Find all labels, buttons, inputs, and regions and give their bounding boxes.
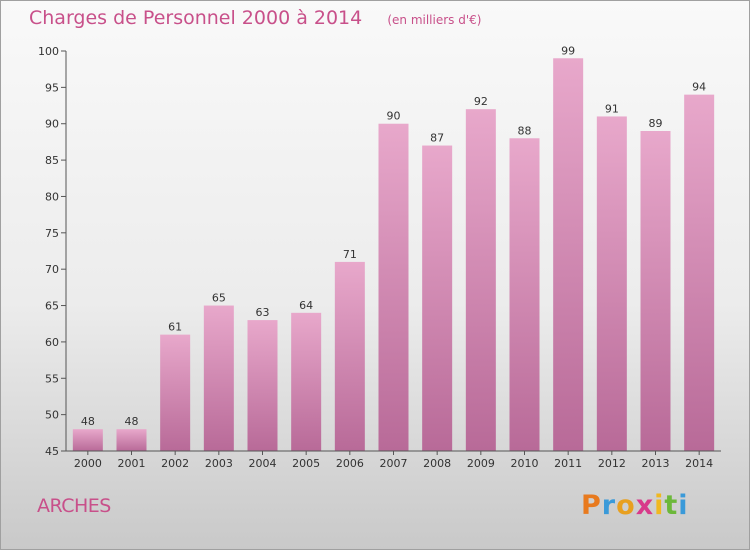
logo-letter: t <box>664 490 679 521</box>
y-tick-label: 70 <box>45 263 59 276</box>
x-tick-label: 2014 <box>685 457 713 470</box>
logo-letter: o <box>616 490 636 521</box>
y-tick-label: 80 <box>45 190 59 203</box>
y-tick-label: 50 <box>45 409 59 422</box>
title-row: Charges de Personnel 2000 à 2014 (en mil… <box>29 7 481 29</box>
bars-group: 48 48 61 65 63 64 71 90 87 92 88 99 91 89 94 <box>72 44 715 452</box>
x-tick-label: 2001 <box>118 457 146 470</box>
y-tick-label: 65 <box>45 300 59 313</box>
y-tick-label: 90 <box>45 118 59 131</box>
bar-2013 <box>640 131 671 451</box>
chart-subtitle: (en milliers d'€) <box>387 13 482 27</box>
logo-letter: x <box>635 490 655 521</box>
bar-2008 <box>422 145 453 451</box>
bar-2007 <box>378 123 409 452</box>
bar-2004 <box>247 320 278 451</box>
x-tick-label: 2011 <box>554 457 582 470</box>
x-tick-label: 2006 <box>336 457 364 470</box>
x-tick-label: 2000 <box>74 457 102 470</box>
x-tick-label: 2004 <box>249 457 277 470</box>
y-tick-label: 45 <box>45 445 59 458</box>
bar-2011 <box>553 58 584 451</box>
y-tick-label: 75 <box>45 227 59 240</box>
proxiti-logo: Proxiti <box>581 490 689 521</box>
commune-name: ARCHES <box>37 495 111 517</box>
logo-letter: i <box>654 490 665 521</box>
bar-2000 <box>72 429 103 451</box>
y-tick-label: 60 <box>45 336 59 349</box>
bar-value-label: 48 <box>81 415 95 428</box>
y-tick-label: 95 <box>45 81 59 94</box>
bar-value-label: 71 <box>343 248 357 261</box>
logo-letter: P <box>581 490 602 521</box>
bar-value-label: 65 <box>212 292 226 305</box>
bar-value-label: 89 <box>649 117 663 130</box>
bar-2001 <box>116 429 147 451</box>
bar-2012 <box>596 116 627 452</box>
logo-letter: i <box>678 490 689 521</box>
bar-value-label: 99 <box>561 44 575 57</box>
x-tick-label: 2008 <box>423 457 451 470</box>
y-tick-label: 55 <box>45 372 59 385</box>
chart-title: Charges de Personnel 2000 à 2014 <box>29 7 363 29</box>
bar-2006 <box>334 261 365 451</box>
x-tick-label: 2007 <box>380 457 408 470</box>
bar-value-label: 87 <box>430 132 444 145</box>
bar-2010 <box>509 138 540 452</box>
y-tick-label: 85 <box>45 154 59 167</box>
axes-group: 2000 2001 2002 2003 2004 2005 2006 2007 2008 2009… <box>38 45 721 470</box>
x-tick-label: 2012 <box>598 457 626 470</box>
bar-2003 <box>203 305 234 451</box>
bar-value-label: 92 <box>474 95 488 108</box>
bar-value-label: 61 <box>168 321 182 334</box>
bar-2009 <box>465 109 496 451</box>
x-tick-label: 2010 <box>511 457 539 470</box>
x-tick-label: 2005 <box>292 457 320 470</box>
logo-letter: r <box>601 490 617 521</box>
bar-2002 <box>160 334 191 451</box>
bar-value-label: 94 <box>692 81 706 94</box>
bar-value-label: 48 <box>125 415 139 428</box>
x-tick-label: 2003 <box>205 457 233 470</box>
x-tick-label: 2013 <box>642 457 670 470</box>
y-tick-label: 100 <box>38 45 59 58</box>
bar-value-label: 64 <box>299 299 313 312</box>
bar-2005 <box>291 312 322 451</box>
bar-value-label: 63 <box>256 306 270 319</box>
x-tick-label: 2009 <box>467 457 495 470</box>
bar-value-label: 88 <box>518 124 532 137</box>
bar-value-label: 91 <box>605 102 619 115</box>
bar-value-label: 90 <box>387 110 401 123</box>
x-tick-label: 2002 <box>161 457 189 470</box>
bar-2014 <box>684 94 715 452</box>
